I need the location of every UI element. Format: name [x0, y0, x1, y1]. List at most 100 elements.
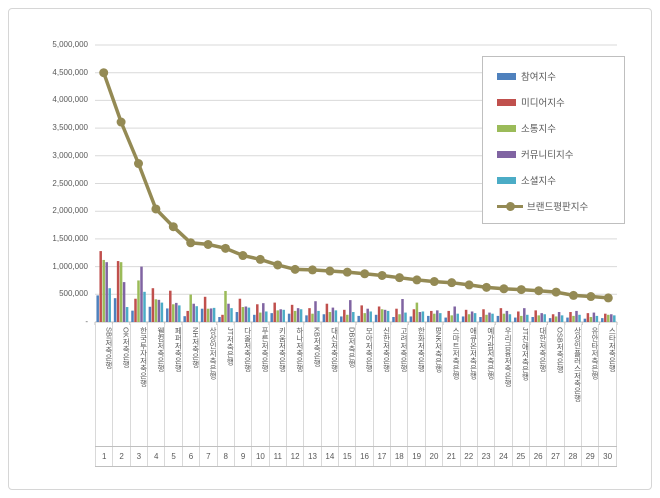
bar-소통지수 [450, 315, 453, 322]
bar-소통지수 [119, 262, 123, 322]
bar-소셜지수 [143, 291, 146, 322]
y-axis-tick-label: 3,500,000 [52, 123, 88, 133]
brand-index-marker [516, 285, 526, 295]
category-label: 상상인저축은행 [199, 324, 217, 449]
brand-index-marker [151, 204, 161, 214]
category-label: 스타저축은행 [598, 324, 617, 449]
bar-소셜지수 [439, 313, 442, 322]
bar-커뮤니티지수 [262, 303, 265, 322]
category-label: 유안타저축은행 [581, 324, 598, 449]
category-label: 대신저축은행 [320, 324, 338, 449]
bar-참여지수 [183, 316, 186, 322]
bar-커뮤니티지수 [296, 308, 300, 322]
bar-참여지수 [96, 295, 99, 322]
rank-number: 23 [476, 447, 494, 466]
bar-소셜지수 [404, 312, 407, 322]
legend-swatch-participation [497, 72, 516, 80]
brand-index-marker [360, 269, 370, 279]
bar-소통지수 [520, 315, 523, 322]
legend-item-participation: 참여지수 [497, 63, 624, 89]
bar-참여지수 [496, 315, 500, 322]
brand-index-marker [569, 290, 578, 300]
brand-index-marker [221, 243, 230, 253]
bar-참여지수 [166, 308, 169, 322]
bar-참여지수 [322, 314, 326, 322]
rank-number: 21 [442, 447, 459, 466]
bar-참여지수 [218, 317, 221, 322]
category-label: 다올저축은행 [233, 324, 251, 449]
brand-index-marker [238, 251, 248, 261]
bar-소셜지수 [613, 315, 616, 322]
brand-index-marker [186, 238, 196, 248]
bar-미디어지수 [308, 308, 311, 322]
bar-커뮤니티지수 [575, 310, 578, 322]
y-axis-tick-label: 1,000,000 [52, 261, 88, 271]
bar-소셜지수 [421, 311, 425, 322]
bar-소통지수 [467, 314, 471, 322]
rank-number: 29 [581, 447, 598, 466]
bar-커뮤니티지수 [105, 262, 108, 322]
bar-미디어지수 [273, 302, 276, 322]
bar-소통지수 [485, 314, 488, 322]
brand-index-marker [447, 278, 457, 288]
category-label: 한국투자저축은행 [129, 324, 147, 449]
legend-item-social: 소셜지수 [497, 167, 624, 193]
rank-number: 1 [95, 447, 112, 466]
bar-커뮤니티지수 [610, 314, 613, 322]
bar-소셜지수 [282, 309, 285, 322]
bar-커뮤니티지수 [227, 303, 230, 322]
bar-소셜지수 [352, 312, 355, 322]
category-label: 모아저축은행 [355, 324, 373, 449]
category-label: 신한저축은행 [372, 324, 390, 449]
y-axis-tick-label: 2,500,000 [52, 178, 88, 188]
category-label: 고려저축은행 [390, 324, 407, 449]
y-axis-tick-label: 5,000,000 [52, 40, 88, 49]
bar-미디어지수 [534, 310, 537, 322]
bar-참여지수 [392, 317, 395, 322]
bar-미디어지수 [99, 251, 102, 322]
y-axis-tick-label: 500,000 [59, 289, 88, 299]
bar-소셜지수 [595, 315, 599, 322]
bar-미디어지수 [238, 298, 242, 322]
rank-number: 2 [112, 447, 129, 466]
bar-미디어지수 [151, 288, 155, 322]
bar-소통지수 [415, 302, 419, 322]
rank-number: 13 [303, 447, 320, 466]
category-label: JT저축은행 [216, 324, 234, 449]
brand-index-marker [342, 267, 352, 277]
rank-number: 25 [511, 447, 529, 466]
rank-number: 27 [546, 447, 563, 466]
category-label: 예가람저축은행 [476, 324, 494, 449]
category-label: 대한저축은행 [528, 324, 546, 449]
bar-참여지수 [253, 314, 256, 322]
brand-index-marker [134, 159, 143, 169]
bar-소셜지수 [178, 305, 181, 322]
y-axis-tick-label: 3,000,000 [52, 150, 88, 160]
rank-number: 3 [129, 447, 147, 466]
bar-소셜지수 [369, 311, 372, 322]
bar-소셜지수 [230, 308, 233, 322]
category-label: 우리금융저축은행 [494, 324, 512, 449]
bar-소통지수 [102, 259, 105, 322]
legend-label: 미디어지수 [521, 98, 565, 109]
bar-참여지수 [548, 318, 552, 322]
brand-index-marker [203, 239, 213, 249]
brand-index-marker [586, 292, 596, 302]
category-label: 푸른저축은행 [251, 324, 269, 449]
legend-label: 브랜드평판지수 [527, 202, 589, 213]
bar-소셜지수 [543, 314, 546, 322]
bar-소셜지수 [560, 315, 564, 322]
rank-number: 26 [528, 447, 546, 466]
bar-참여지수 [131, 310, 134, 322]
bar-소통지수 [589, 317, 593, 322]
bar-소셜지수 [473, 313, 477, 322]
category-label: NH저축은행 [181, 324, 199, 449]
bar-소통지수 [154, 299, 158, 322]
bar-미디어지수 [186, 310, 189, 322]
bar-소셜지수 [578, 314, 581, 322]
rank-number: 18 [390, 447, 407, 466]
legend-label: 소통지수 [521, 124, 556, 135]
bar-미디어지수 [377, 306, 381, 322]
bar-미디어지수 [169, 290, 172, 322]
rank-number: 14 [320, 447, 338, 466]
